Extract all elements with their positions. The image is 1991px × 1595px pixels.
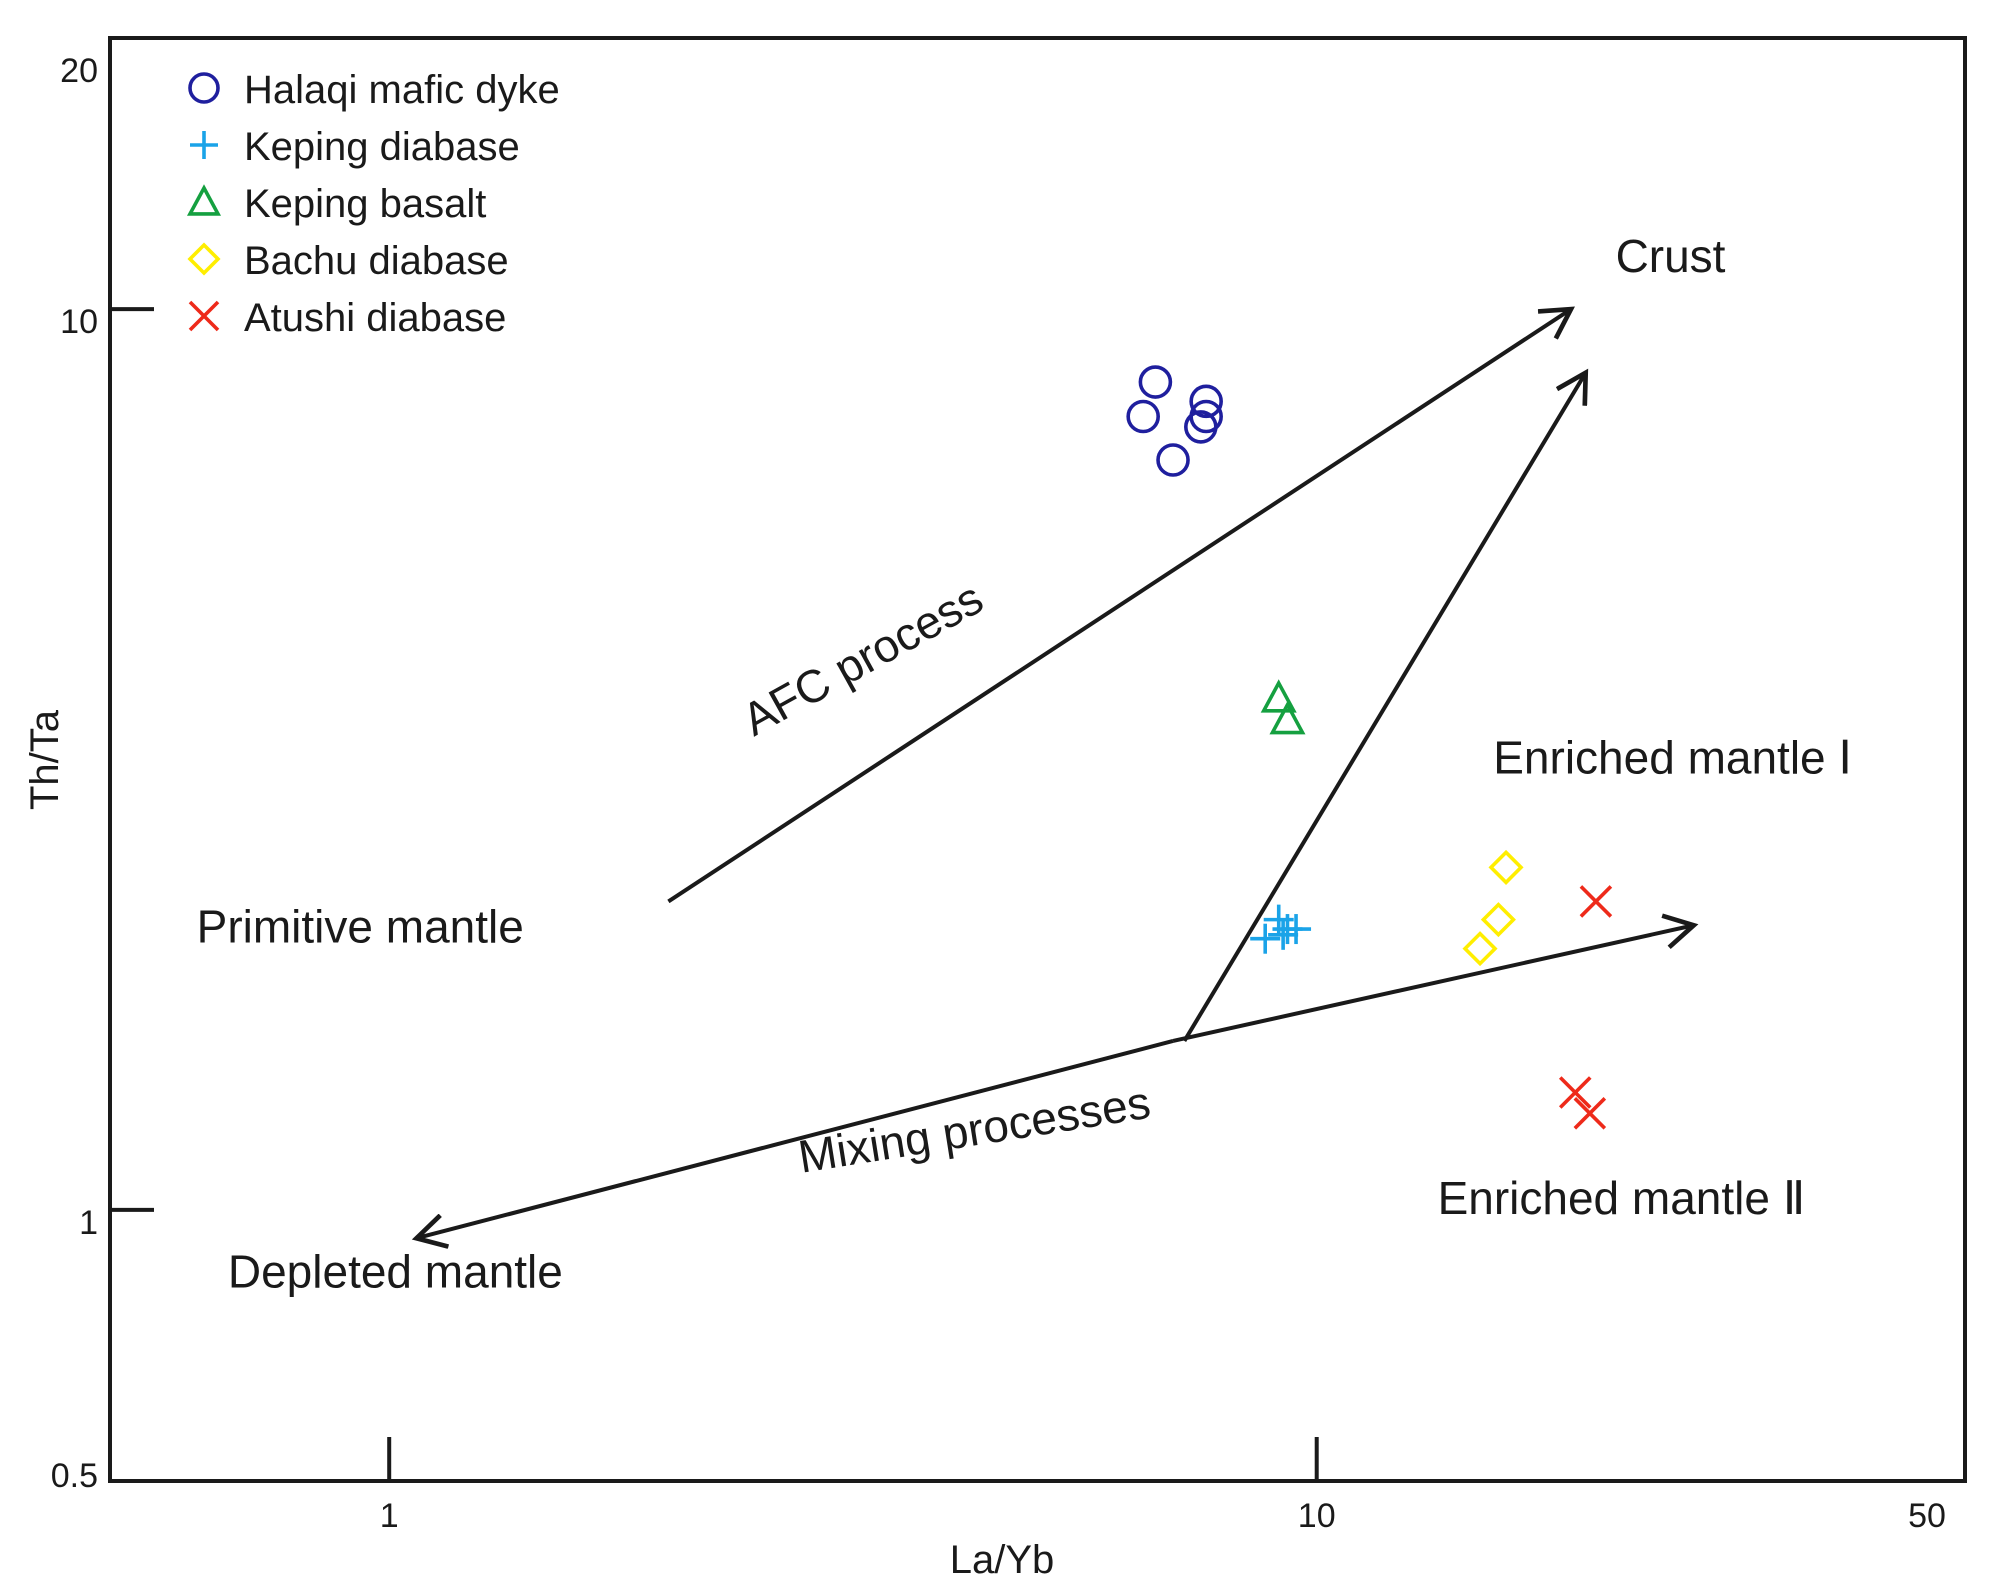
x-axis-label: La/Yb <box>950 1538 1055 1582</box>
y-tick-label: 1 <box>79 1204 98 1242</box>
point-bachu-diabase <box>1488 849 1524 885</box>
point-atushi-diabase <box>1579 885 1613 918</box>
legend-marker-bachu-diabase <box>187 242 221 276</box>
afc-process-label: AFC process <box>734 571 992 745</box>
enriched-mantle-2-label: Enriched mantle Ⅱ <box>1438 1172 1806 1224</box>
legend-marker-atushi-diabase <box>188 300 220 332</box>
legend-item-bachu-diabase: Bachu diabase <box>187 239 509 283</box>
crust-mixing-arrow <box>1182 373 1585 1042</box>
point-halaqi-mafic-dyke <box>1126 399 1160 434</box>
point-keping-diabase <box>1250 923 1281 954</box>
legend-label: Atushi diabase <box>244 296 506 340</box>
plot-area-frame <box>108 36 1967 1483</box>
axes: 1 10 50 0.5 1 10 20 <box>51 52 1946 1535</box>
legend: Halaqi mafic dyke Keping diabase Keping ba… <box>186 68 560 340</box>
legend-marker-halaqi-mafic-dyke <box>188 72 220 104</box>
legend-label: Keping basalt <box>244 182 486 226</box>
y-tick-label: 0.5 <box>51 1457 98 1495</box>
point-bachu-diabase <box>1462 931 1498 967</box>
legend-label: Bachu diabase <box>244 239 509 283</box>
y-tick-label: 10 <box>60 303 98 341</box>
point-halaqi-mafic-dyke <box>1156 443 1190 477</box>
enriched-mantle-1-label: Enriched mantle Ⅰ <box>1493 732 1852 784</box>
legend-marker-keping-basalt <box>186 184 222 216</box>
point-halaqi-mafic-dyke <box>1189 384 1223 419</box>
primitive-mantle-label: Primitive mantle <box>197 901 524 953</box>
legend-item-atushi-diabase: Atushi diabase <box>188 296 506 340</box>
process-arrows <box>416 309 1693 1238</box>
point-halaqi-mafic-dyke <box>1184 410 1218 444</box>
crust-label: Crust <box>1616 230 1726 282</box>
x-tick-label: 1 <box>380 1497 399 1535</box>
mixing-arrow-right <box>1172 925 1694 1043</box>
legend-marker-keping-diabase <box>190 131 218 159</box>
y-axis-label: Th/Ta <box>23 709 67 810</box>
x-tick-label: 50 <box>1908 1497 1946 1535</box>
legend-label: Halaqi mafic dyke <box>244 68 560 112</box>
region-annotations: Crust Enriched mantle Ⅰ Enriched mantle Ⅱ P… <box>197 230 1852 1298</box>
data-points <box>1126 365 1613 1130</box>
y-tick-label: 20 <box>60 52 98 90</box>
depleted-mantle-label: Depleted mantle <box>228 1245 563 1297</box>
legend-label: Keping diabase <box>244 125 520 169</box>
point-halaqi-mafic-dyke <box>1138 365 1173 399</box>
legend-item-halaqi-mafic-dyke: Halaqi mafic dyke <box>188 68 560 112</box>
point-bachu-diabase <box>1480 902 1516 938</box>
x-tick-label: 10 <box>1298 1497 1336 1535</box>
point-keping-basalt <box>1269 701 1306 735</box>
point-keping-basalt <box>1260 679 1297 713</box>
legend-item-keping-diabase: Keping diabase <box>190 125 520 169</box>
point-atushi-diabase <box>1573 1097 1607 1130</box>
legend-item-keping-basalt: Keping basalt <box>186 182 486 226</box>
point-keping-diabase <box>1281 914 1312 945</box>
point-atushi-diabase <box>1558 1076 1592 1109</box>
mixing-arrow-left <box>416 1039 1174 1238</box>
afc-arrow <box>667 309 1571 904</box>
point-keping-diabase <box>1268 919 1299 950</box>
